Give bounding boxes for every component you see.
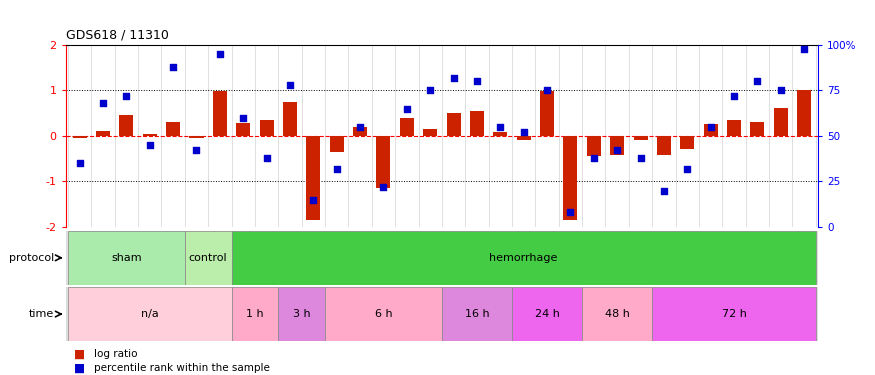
Bar [354,127,367,136]
Bar [96,131,110,136]
Point [540,87,554,93]
Point [283,82,297,88]
Bar [376,136,390,188]
Text: hemorrhage: hemorrhage [489,253,558,263]
Point [470,78,484,84]
Bar [582,287,652,341]
Point [330,166,344,172]
Point [680,166,694,172]
Point [424,87,438,93]
Text: protocol: protocol [9,253,54,263]
Text: 6 h: 6 h [374,309,392,319]
Text: 24 h: 24 h [535,309,559,319]
Text: ■: ■ [74,348,86,361]
Bar [564,136,578,220]
Point [96,100,110,106]
Bar [493,132,507,136]
Text: GDS618 / 11310: GDS618 / 11310 [66,28,169,41]
Bar [260,120,274,136]
Point [119,93,133,99]
Point [657,188,671,194]
Bar [751,122,765,136]
Point [376,184,390,190]
Point [306,196,320,202]
Bar [634,136,648,140]
Point [610,147,624,153]
Bar [424,129,438,136]
Bar [73,136,87,138]
Text: 3 h: 3 h [293,309,311,319]
Bar [232,231,816,285]
Bar [213,92,227,136]
Bar [119,116,133,136]
Bar [512,287,582,341]
Bar [727,120,741,136]
Point [213,51,227,57]
Text: 16 h: 16 h [465,309,489,319]
Text: 72 h: 72 h [722,309,746,319]
Point [704,124,717,130]
Bar [68,231,185,285]
Bar [143,134,157,136]
Text: percentile rank within the sample: percentile rank within the sample [94,363,270,373]
Point [493,124,507,130]
Bar [470,111,484,136]
Bar [325,287,442,341]
Bar [68,287,232,341]
Point [727,93,741,99]
Point [564,209,578,215]
Bar [400,118,414,136]
Bar [587,136,601,156]
Text: n/a: n/a [141,309,158,319]
Bar [166,122,180,136]
Bar [185,231,232,285]
Point [751,78,765,84]
Text: control: control [189,253,228,263]
Text: log ratio: log ratio [94,350,137,359]
Bar [516,136,530,140]
Point [236,115,250,121]
Point [634,155,648,161]
Bar [652,287,816,341]
Point [446,75,460,81]
Point [797,46,811,52]
Bar [704,124,717,136]
Point [143,142,157,148]
Bar [797,90,811,136]
Bar [540,92,554,136]
Bar [774,108,788,136]
Point [516,129,530,135]
Bar [232,287,278,341]
Bar [610,136,624,155]
Bar [330,136,344,152]
Bar [442,287,512,341]
Bar [306,136,320,220]
Point [166,64,180,70]
Bar [446,113,460,136]
Text: sham: sham [111,253,142,263]
Point [774,87,788,93]
Text: 48 h: 48 h [605,309,630,319]
Point [400,106,414,112]
Point [587,155,601,161]
Text: ■: ■ [74,362,86,375]
Text: time: time [29,309,54,319]
Bar [680,136,694,148]
Point [190,147,204,153]
Point [260,155,274,161]
Point [354,124,367,130]
Bar [190,136,204,138]
Bar [283,102,297,136]
Bar [278,287,325,341]
Point [73,160,87,166]
Text: 1 h: 1 h [246,309,263,319]
Bar [657,136,671,155]
Bar [236,123,250,136]
